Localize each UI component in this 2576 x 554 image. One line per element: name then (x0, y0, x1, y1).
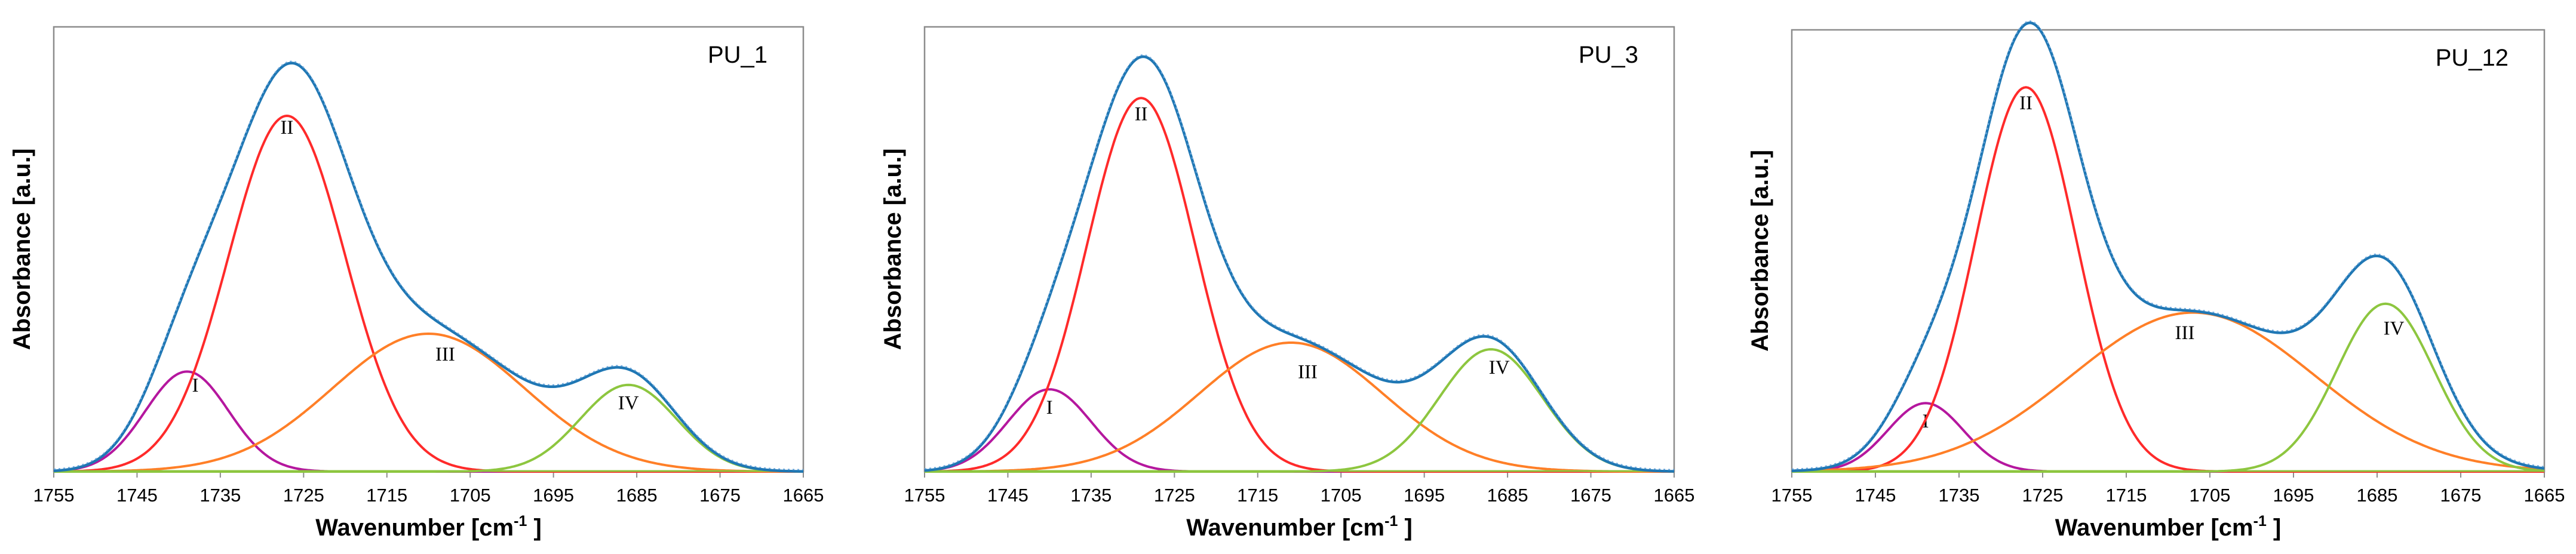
x-tick-label: 1705 (450, 485, 491, 506)
x-tick-label: 1695 (2273, 485, 2314, 506)
peak-i-label: I (192, 375, 199, 396)
x-axis-title-text: Wavenumber [cm (2055, 515, 2253, 541)
x-tick-label: 1725 (1154, 485, 1195, 506)
x-tick-label: 1715 (1237, 485, 1278, 506)
x-tick-label: 1685 (2357, 485, 2398, 506)
measured-spectrum-curve (53, 60, 804, 470)
x-tick-label: 1705 (1321, 485, 1362, 506)
x-axis-title-superscript: -1 (1384, 513, 1398, 530)
x-tick-label: 1755 (1771, 485, 1813, 506)
x-tick-label: 1725 (2022, 485, 2064, 506)
measured-spectrum-curve (924, 54, 1675, 470)
peak-iv-label: IV (618, 393, 639, 414)
x-axis-title: Wavenumber [cm-1 ] (1186, 513, 1413, 541)
x-tick-label: 1745 (116, 485, 158, 506)
panel-title: PU_12 (2436, 45, 2509, 71)
peak-i-label: I (1046, 397, 1053, 418)
x-tick-label: 1725 (283, 485, 324, 506)
x-tick-label: 1715 (366, 485, 407, 506)
x-axis-title-superscript: -1 (514, 513, 527, 530)
total-fit-curve (53, 61, 804, 473)
peak-i-curve (924, 388, 1674, 473)
x-tick-label: 1715 (2106, 485, 2147, 506)
peak-ii-label: II (1135, 103, 1148, 125)
plot-frame (1791, 29, 2546, 473)
peak-iii-curve (1791, 311, 2545, 472)
y-axis-title: Absorbance [a.u.] (1747, 150, 1773, 352)
x-tick-label: 1735 (1939, 485, 1980, 506)
x-axis-title-end: ] (2267, 515, 2281, 541)
plot-frame (53, 26, 805, 473)
peak-i-curve (53, 370, 803, 473)
x-tick-label: 1685 (1487, 485, 1528, 506)
peak-iii-label: III (435, 344, 455, 365)
x-tick-label: 1695 (1404, 485, 1445, 506)
peak-iv-label: IV (2384, 318, 2405, 340)
y-axis-title: Absorbance [a.u.] (9, 149, 35, 350)
x-tick-label: 1665 (2524, 485, 2565, 506)
panel-pu-12: 1755 1745 1735 1725 1715 1705 1695 1685 1675 1665… (1747, 20, 2565, 541)
x-tick-label: 1745 (987, 485, 1028, 506)
peak-iv-label: IV (1489, 357, 1510, 378)
peak-ii-curve (54, 115, 803, 473)
peak-iii-label: III (1298, 362, 1318, 383)
panel-pu-3: 1755 1745 1735 1725 1715 1705 1695 1685 1675 1665… (880, 26, 1695, 541)
peak-ii-curve (925, 97, 1674, 473)
peak-iii-curve (925, 341, 1674, 473)
x-tick-label: 1685 (616, 485, 658, 506)
peak-iii-curve (54, 333, 803, 473)
x-axis-title-end: ] (1398, 515, 1412, 541)
x-tick-label: 1705 (2190, 485, 2231, 506)
x-tick-label: 1665 (783, 485, 824, 506)
panel-title: PU_3 (1579, 42, 1638, 68)
peak-iii-label: III (2175, 322, 2195, 344)
peak-ii-label: II (280, 117, 293, 138)
x-tick-label: 1745 (1855, 485, 1896, 506)
x-axis-title: Wavenumber [cm-1 ] (315, 513, 542, 541)
x-axis-title-end: ] (527, 515, 541, 541)
plot-frame (923, 26, 1675, 473)
total-fit-curve (924, 55, 1675, 473)
panel-pu-1: 1755 1745 1735 1725 1715 1705 1695 1685 1675 1665… (9, 26, 824, 541)
y-axis-title: Absorbance [a.u.] (880, 149, 906, 350)
x-tick-label: 1675 (2440, 485, 2482, 506)
total-fit-curve (1791, 21, 2545, 472)
x-tick-label: 1755 (33, 485, 75, 506)
x-tick-label: 1755 (904, 485, 945, 506)
x-tick-label: 1665 (1654, 485, 1695, 506)
x-tick-label: 1675 (699, 485, 741, 506)
x-axis-title: Wavenumber [cm-1 ] (2055, 513, 2282, 541)
x-tick-label: 1735 (1070, 485, 1112, 506)
peak-ii-label: II (2019, 93, 2032, 114)
peak-iv-curve (1792, 302, 2545, 473)
x-axis-title-text: Wavenumber [cm (315, 515, 514, 541)
measured-spectrum-curve (1791, 20, 2545, 470)
x-axis-title-text: Wavenumber [cm (1186, 515, 1384, 541)
x-tick-label: 1675 (1570, 485, 1611, 506)
x-axis-title-superscript: -1 (2253, 513, 2267, 530)
x-tick-label: 1695 (533, 485, 574, 506)
x-tick-label: 1735 (199, 485, 241, 506)
panel-title: PU_1 (708, 42, 767, 68)
